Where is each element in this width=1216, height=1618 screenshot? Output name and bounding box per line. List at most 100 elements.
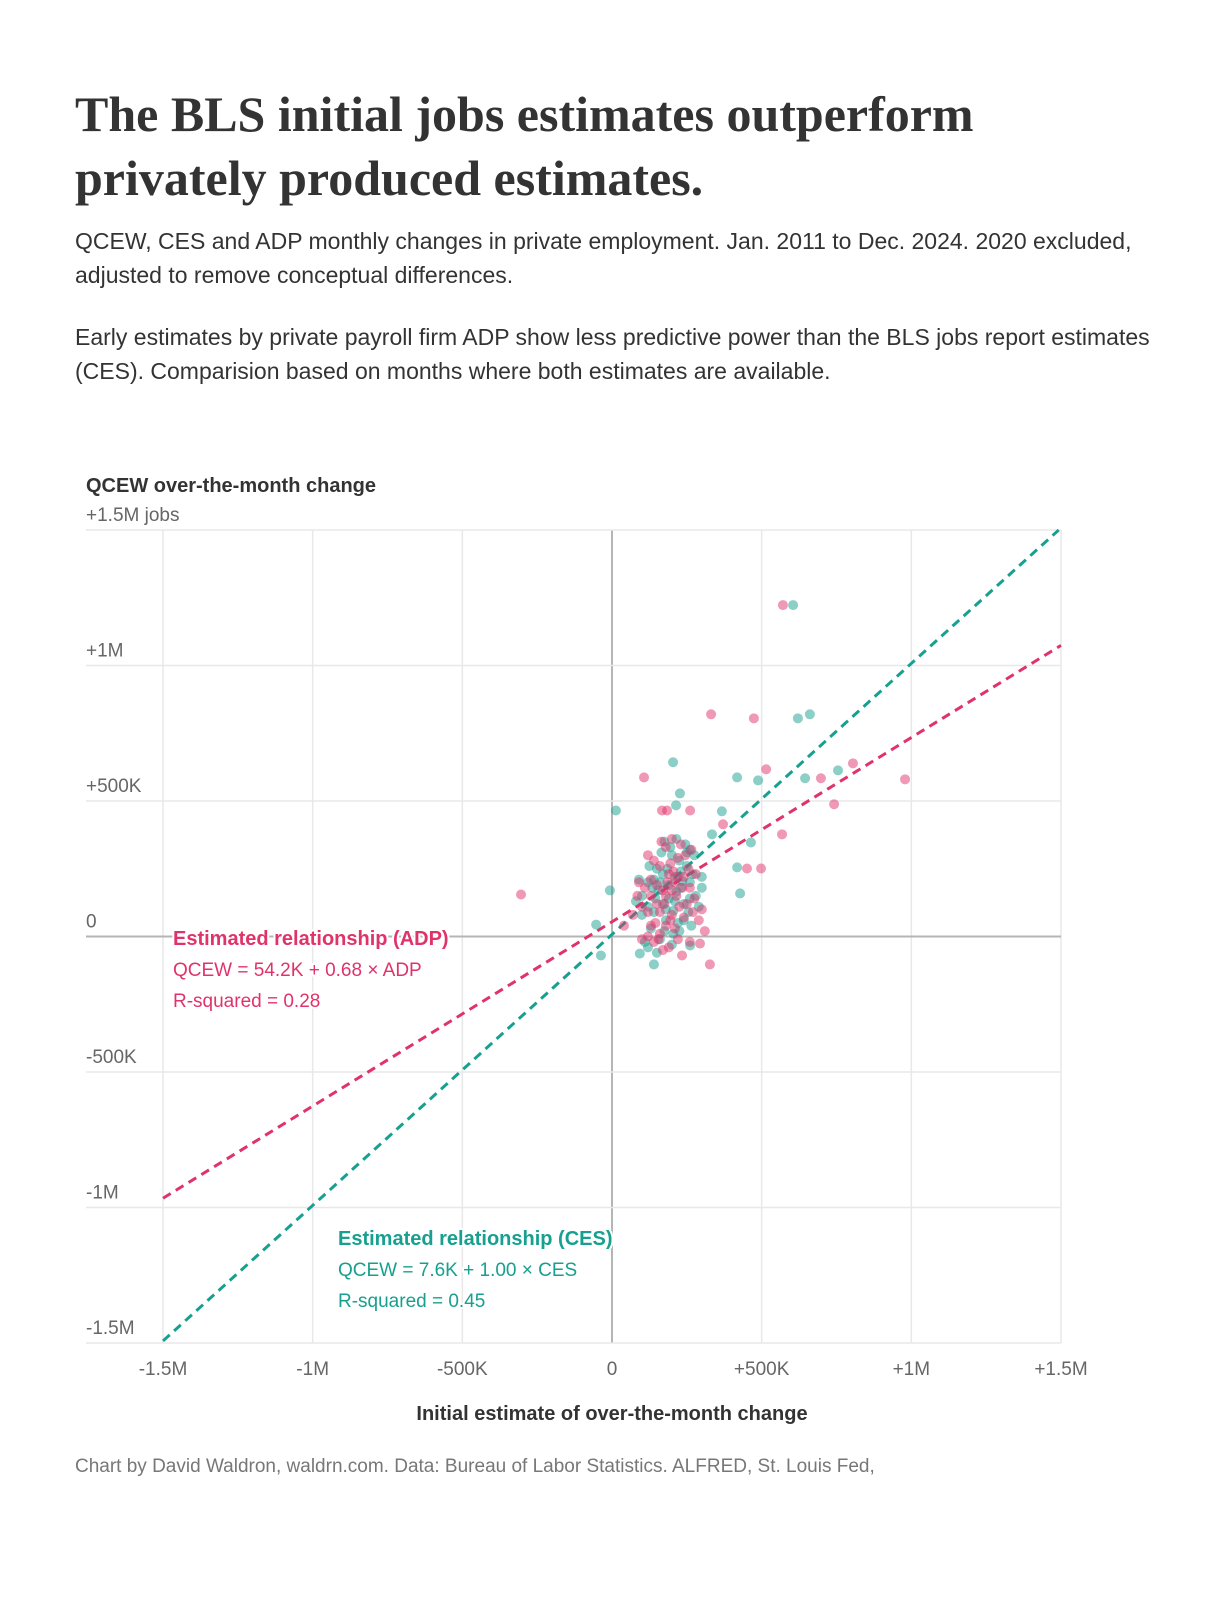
- data-point-adp: [829, 799, 840, 810]
- data-point-ces: [706, 829, 717, 840]
- data-point-adp: [645, 890, 656, 901]
- data-point-adp: [674, 901, 685, 912]
- y-tick-label: -1.5M: [86, 1318, 135, 1339]
- annotation-equation-adp: QCEW = 54.2K + 0.68 × ADP: [173, 960, 422, 981]
- data-point-ces: [804, 709, 815, 720]
- data-point-adp: [669, 923, 680, 934]
- data-point-adp: [654, 907, 665, 918]
- data-point-adp: [748, 713, 759, 724]
- data-point-ces: [610, 805, 621, 816]
- data-point-adp: [675, 839, 686, 850]
- data-point-adp: [699, 926, 710, 937]
- data-point-ces: [604, 885, 615, 896]
- chart-description: Early estimates by private payroll firm …: [75, 324, 1150, 384]
- x-tick-label: 0: [607, 1359, 618, 1380]
- x-tick-label: -1.5M: [139, 1359, 188, 1380]
- y-tick-label: +500K: [86, 776, 142, 797]
- chart-header: The BLS initial jobs estimates outperfor…: [75, 82, 1165, 416]
- data-point-ces: [745, 837, 756, 848]
- data-point-adp: [684, 882, 695, 893]
- data-point-ces: [788, 600, 799, 611]
- data-point-adp: [659, 898, 670, 909]
- data-point-adp: [656, 836, 667, 847]
- data-point-adp: [516, 889, 527, 900]
- data-point-adp: [683, 863, 694, 874]
- data-point-adp: [695, 938, 706, 949]
- data-point-adp: [704, 959, 715, 970]
- data-point-ces: [732, 862, 743, 873]
- data-point-adp: [632, 890, 643, 901]
- annotation-r2-ces: R-squared = 0.45: [338, 1291, 485, 1312]
- data-point-adp: [633, 877, 644, 888]
- chart-footer: Chart by David Waldron, waldrn.com. Data…: [75, 1456, 875, 1477]
- x-tick-label: -500K: [437, 1359, 488, 1380]
- annotation-r2-adp: R-squared = 0.28: [173, 991, 320, 1012]
- x-axis-title: Initial estimate of over-the-month chang…: [416, 1403, 807, 1425]
- data-point-adp: [689, 893, 700, 904]
- data-point-adp: [657, 945, 668, 956]
- data-point-adp: [690, 869, 701, 880]
- data-point-adp: [693, 915, 704, 926]
- data-point-adp: [696, 904, 707, 915]
- data-point-adp: [618, 920, 629, 931]
- data-point-adp: [777, 829, 788, 840]
- data-point-ces: [671, 800, 682, 811]
- y-tick-label: 0: [86, 912, 97, 933]
- data-point-ces: [674, 788, 685, 799]
- data-point-ces: [732, 772, 743, 783]
- data-point-ces: [832, 765, 843, 776]
- data-point-ces: [716, 806, 727, 817]
- data-point-adp: [685, 805, 696, 816]
- data-point-ces: [753, 775, 764, 786]
- annotation-heading-adp: Estimated relationship (ADP): [173, 928, 449, 950]
- data-point-ces: [686, 920, 697, 931]
- data-point-adp: [761, 764, 772, 775]
- data-point-adp: [706, 709, 717, 720]
- data-point-adp: [650, 917, 661, 928]
- x-tick-label: +500K: [734, 1359, 790, 1380]
- data-point-adp: [653, 934, 664, 945]
- x-tick-label: +1M: [893, 1359, 931, 1380]
- data-point-adp: [900, 774, 911, 785]
- data-point-ces: [800, 773, 811, 784]
- fit-line-adp: [162, 644, 1062, 1200]
- data-point-adp: [672, 934, 683, 945]
- y-axis-title: QCEW over-the-month change: [86, 475, 376, 497]
- data-point-adp: [684, 936, 695, 947]
- data-point-adp: [678, 912, 689, 923]
- data-point-adp: [756, 863, 767, 874]
- data-point-adp: [777, 600, 788, 611]
- data-point-adp: [642, 850, 653, 861]
- data-point-adp: [686, 844, 697, 855]
- data-point-adp: [636, 901, 647, 912]
- y-tick-label: +1M: [86, 641, 124, 662]
- data-point-adp: [651, 898, 662, 909]
- data-point-adp: [627, 909, 638, 920]
- y-tick-label: -500K: [86, 1047, 137, 1068]
- data-point-adp: [662, 877, 673, 888]
- data-point-adp: [741, 863, 752, 874]
- chart-title: The BLS initial jobs estimates outperfor…: [75, 86, 974, 206]
- data-point-adp: [847, 758, 858, 769]
- data-point-adp: [665, 858, 676, 869]
- chart-subtitle: QCEW, CES and ADP monthly changes in pri…: [75, 228, 1132, 288]
- data-point-adp: [677, 950, 688, 961]
- data-point-adp: [677, 882, 688, 893]
- data-point-ces: [792, 713, 803, 724]
- data-point-adp: [687, 907, 698, 918]
- data-point-ces: [668, 757, 679, 768]
- annotation-equation-ces: QCEW = 7.6K + 1.00 × CES: [338, 1260, 577, 1281]
- data-point-adp: [665, 915, 676, 926]
- data-point-ces: [696, 882, 707, 893]
- x-tick-label: +1.5M: [1034, 1359, 1087, 1380]
- data-point-adp: [668, 866, 679, 877]
- fit-line-ces: [161, 528, 1060, 1343]
- data-point-ces: [591, 919, 602, 930]
- data-point-adp: [666, 833, 677, 844]
- x-tick-label: -1M: [296, 1359, 329, 1380]
- y-tick-label: +1.5M jobs: [86, 505, 179, 526]
- data-point-adp: [636, 934, 647, 945]
- data-point-ces: [735, 888, 746, 899]
- annotation-heading-ces: Estimated relationship (CES): [338, 1228, 613, 1250]
